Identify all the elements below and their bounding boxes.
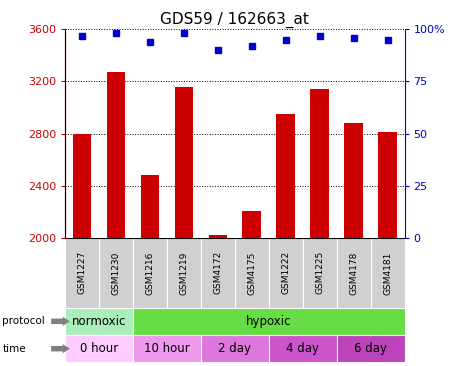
Text: time: time — [2, 344, 26, 354]
Text: GSM1230: GSM1230 — [112, 251, 120, 295]
Bar — [65, 335, 133, 362]
Text: GSM4172: GSM4172 — [213, 251, 222, 295]
Bar — [133, 238, 167, 308]
Bar — [269, 335, 337, 362]
Bar — [303, 238, 337, 308]
Text: 10 hour: 10 hour — [144, 342, 190, 355]
Text: protocol: protocol — [2, 316, 45, 326]
Bar — [201, 335, 269, 362]
Bar — [269, 238, 303, 308]
Bar — [133, 335, 201, 362]
Bar — [337, 238, 371, 308]
Bar — [344, 123, 363, 238]
Bar — [276, 114, 295, 238]
Bar — [167, 238, 201, 308]
Text: GSM4178: GSM4178 — [349, 251, 358, 295]
Text: GSM1227: GSM1227 — [78, 251, 86, 295]
Bar — [73, 134, 92, 238]
Bar — [133, 308, 405, 335]
Bar — [378, 132, 397, 238]
Text: 6 day: 6 day — [354, 342, 387, 355]
Text: GSM1225: GSM1225 — [315, 251, 324, 295]
Bar — [310, 89, 329, 238]
Bar — [174, 87, 193, 238]
Bar — [235, 238, 269, 308]
Text: GSM4181: GSM4181 — [383, 251, 392, 295]
Bar — [337, 335, 405, 362]
Bar — [65, 238, 99, 308]
Text: GSM1216: GSM1216 — [146, 251, 154, 295]
Bar — [201, 238, 235, 308]
Bar — [106, 72, 126, 238]
Text: 4 day: 4 day — [286, 342, 319, 355]
Text: GSM1222: GSM1222 — [281, 251, 290, 294]
Bar — [208, 235, 227, 238]
Bar — [242, 211, 261, 238]
Text: GSM1219: GSM1219 — [179, 251, 188, 295]
Text: hypoxic: hypoxic — [246, 315, 292, 328]
Bar — [140, 175, 159, 238]
Title: GDS59 / 162663_at: GDS59 / 162663_at — [160, 12, 309, 28]
Bar — [371, 238, 405, 308]
Bar — [65, 308, 133, 335]
Text: 0 hour: 0 hour — [80, 342, 118, 355]
Text: normoxic: normoxic — [72, 315, 126, 328]
Text: GSM4175: GSM4175 — [247, 251, 256, 295]
Bar — [99, 238, 133, 308]
Text: 2 day: 2 day — [219, 342, 251, 355]
